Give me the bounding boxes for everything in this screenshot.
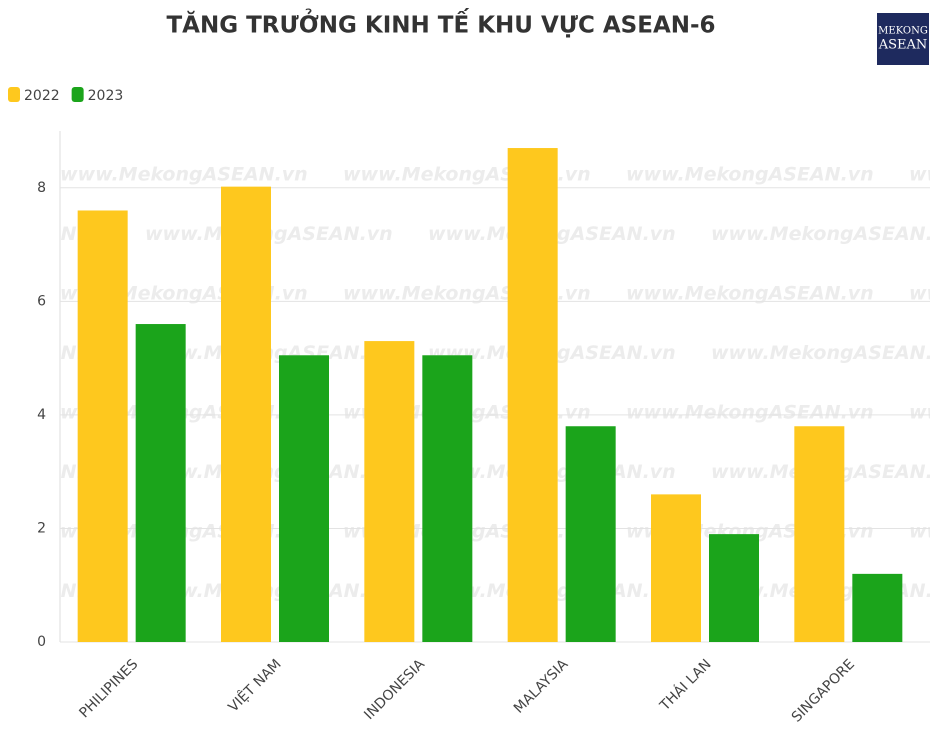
legend-swatch bbox=[71, 87, 84, 102]
y-tick-label: 4 bbox=[37, 407, 46, 423]
watermark: www.MekongASEAN.vn bbox=[711, 223, 941, 245]
bar bbox=[565, 426, 616, 642]
watermark: www.MekongASEAN.vn bbox=[909, 402, 941, 424]
grid bbox=[59, 131, 930, 643]
logo-text: MEKONG bbox=[878, 26, 928, 37]
bar bbox=[852, 573, 903, 642]
watermark: www.MekongASEAN.vn bbox=[909, 283, 941, 305]
watermark: www.MekongASEAN.vn bbox=[0, 164, 25, 186]
watermark: www.MekongASEAN.vn bbox=[0, 402, 25, 424]
watermark: www.MekongASEAN.vn bbox=[626, 402, 874, 424]
watermark: www.MekongASEAN.vn bbox=[626, 164, 874, 186]
watermark: www.MekongASEAN.vn bbox=[0, 521, 25, 543]
x-tick-label: SINGAPORE bbox=[789, 656, 858, 725]
bar bbox=[422, 355, 473, 642]
x-tick-label: VIỆT NAM bbox=[224, 655, 285, 716]
bar bbox=[794, 426, 845, 642]
x-tick-label: INDONESIA bbox=[361, 656, 428, 723]
chart-title: TĂNG TRƯỞNG KINH TẾ KHU VỰC ASEAN-6 bbox=[166, 8, 715, 39]
watermark: www.MekongASEAN.vn bbox=[909, 164, 941, 186]
bar bbox=[77, 210, 128, 642]
watermark: www.MekongASEAN.vn bbox=[0, 283, 25, 305]
x-tick-label: PHILIPINES bbox=[76, 656, 141, 721]
legend-swatch bbox=[8, 87, 20, 102]
bar bbox=[507, 148, 558, 643]
x-tick-label: MALAYSIA bbox=[511, 656, 572, 717]
y-tick-label: 6 bbox=[37, 293, 46, 309]
legend-label: 2022 bbox=[24, 88, 60, 104]
watermark: www.MekongASEAN.vn bbox=[909, 521, 941, 543]
bar bbox=[651, 494, 701, 642]
logo-box bbox=[877, 13, 929, 65]
y-tick-label: 0 bbox=[37, 634, 46, 650]
watermark: www.MekongASEAN.vn bbox=[711, 342, 941, 364]
logo-text: ASEAN bbox=[878, 38, 928, 53]
y-tick-label: 8 bbox=[37, 180, 46, 196]
watermark: www.MekongASEAN.vn bbox=[60, 164, 308, 186]
bar bbox=[135, 324, 186, 642]
bar bbox=[221, 186, 271, 643]
y-tick-label: 2 bbox=[37, 520, 46, 536]
watermark: www.MekongASEAN.vn bbox=[626, 283, 874, 305]
x-tick-label: THÁI LAN bbox=[656, 656, 715, 715]
bar bbox=[279, 355, 329, 642]
bar bbox=[709, 534, 759, 642]
bar bbox=[364, 341, 415, 642]
legend-label: 2023 bbox=[88, 88, 124, 104]
